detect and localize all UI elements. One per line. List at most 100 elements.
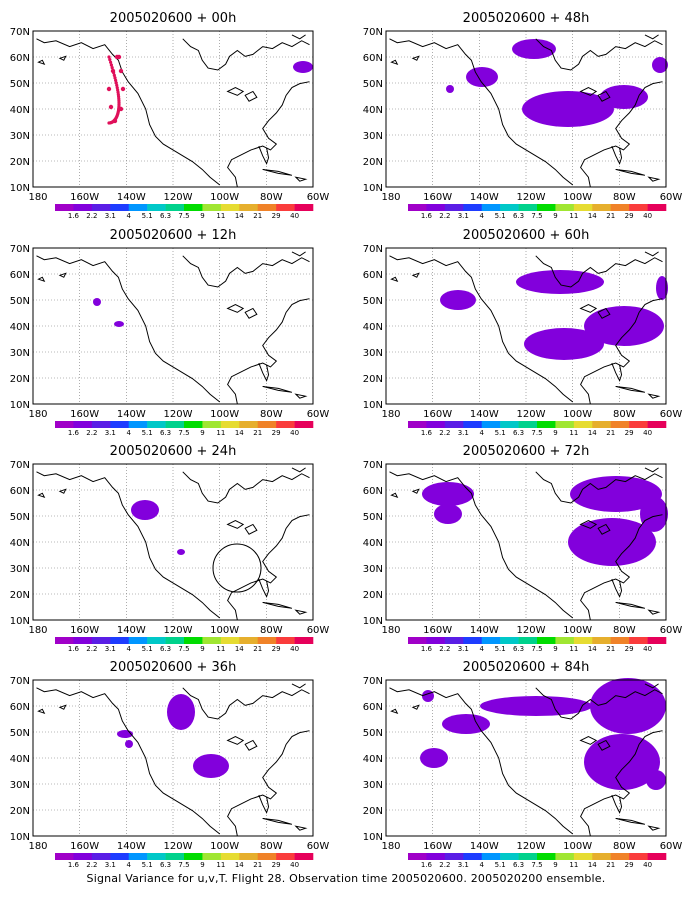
variance-patch	[480, 696, 592, 716]
colorbar-label: 4	[126, 645, 131, 653]
colorbar-swatch	[55, 637, 74, 644]
map-frame	[385, 463, 667, 621]
colorbar-swatch	[408, 637, 427, 644]
colorbar-label: 29	[625, 645, 634, 653]
colorbar-swatch	[73, 637, 93, 644]
colorbar-swatch	[55, 204, 74, 211]
lat-tick-label: 70N	[363, 676, 383, 687]
colorbar-label: 21	[606, 645, 615, 653]
colorbar-label: 11	[569, 212, 578, 220]
colorbar-swatch	[444, 853, 464, 860]
colorbar-label: 21	[253, 861, 262, 869]
colorbar-swatch	[629, 853, 648, 860]
lat-tick-label: 30N	[10, 564, 30, 575]
variance-patch	[193, 754, 229, 778]
colorbar-swatch	[110, 853, 130, 860]
colorbar-label: 3.1	[458, 212, 469, 220]
lat-tick-label: 20N	[10, 374, 30, 385]
flight-track-point	[108, 104, 114, 110]
lon-tick-label: 80W	[260, 409, 283, 420]
colorbar-swatch	[147, 204, 166, 211]
lon-tick-label: 100W	[210, 841, 239, 852]
lat-tick-label: 40N	[363, 754, 383, 765]
lon-tick-label: 140W	[117, 192, 146, 203]
lon-tick-label: 140W	[117, 625, 146, 636]
lon-tick-label: 80W	[613, 841, 636, 852]
colorbar-swatch	[647, 853, 667, 860]
colorbar-label: 2.2	[86, 861, 97, 869]
colorbar-swatch	[165, 204, 185, 211]
lon-tick-label: 120W	[164, 841, 193, 852]
colorbar-swatch	[426, 204, 446, 211]
colorbar-label: 21	[253, 212, 262, 220]
lon-tick-label: 60W	[307, 625, 330, 636]
colorbar-label: 40	[290, 429, 299, 437]
colorbar-label: 7.5	[531, 645, 542, 653]
colorbar-swatch	[518, 421, 538, 428]
colorbar-label: 5.1	[142, 212, 153, 220]
lat-tick-label: 20N	[363, 590, 383, 601]
panel-title: 2005020600 + 36h	[110, 660, 237, 675]
lat-tick-label: 70N	[10, 27, 30, 38]
colorbar-swatch	[110, 637, 130, 644]
lat-tick-label: 60N	[10, 53, 30, 64]
colorbar-swatch	[481, 637, 501, 644]
colorbar-label: 11	[216, 429, 225, 437]
colorbar-swatch	[537, 637, 556, 644]
lon-tick-label: 120W	[164, 192, 193, 203]
colorbar-swatch	[91, 637, 111, 644]
lat-tick-label: 20N	[10, 157, 30, 168]
lon-tick-label: 80W	[260, 192, 283, 203]
colorbar-label: 9	[200, 212, 204, 220]
colorbar-label: 4	[479, 212, 484, 220]
variance-patch	[656, 276, 668, 300]
colorbar-label: 2.2	[86, 429, 97, 437]
colorbar-swatch	[239, 421, 259, 428]
variance-patch	[466, 67, 498, 87]
colorbar-swatch	[444, 637, 464, 644]
lon-tick-label: 140W	[117, 841, 146, 852]
lon-tick-label: 180	[381, 409, 400, 420]
colorbar-label: 40	[643, 212, 652, 220]
colorbar-swatch	[276, 204, 295, 211]
colorbar-swatch	[294, 421, 314, 428]
colorbar-label: 6.3	[513, 645, 524, 653]
colorbar-label: 4	[479, 429, 484, 437]
lon-tick-label: 140W	[470, 192, 499, 203]
colorbar-swatch	[500, 421, 519, 428]
colorbar-label: 6.3	[513, 861, 524, 869]
lon-tick-label: 60W	[307, 841, 330, 852]
colorbar-label: 21	[253, 645, 262, 653]
lon-tick-label: 180	[381, 192, 400, 203]
lon-tick-label: 180	[28, 192, 47, 203]
variance-patch	[422, 482, 474, 506]
colorbar-label: 14	[235, 861, 244, 869]
variance-patch	[652, 57, 668, 73]
colorbar-swatch	[592, 204, 612, 211]
variance-patch	[440, 290, 476, 310]
colorbar-swatch	[537, 204, 556, 211]
colorbar-swatch	[220, 853, 240, 860]
variance-patch	[568, 518, 656, 566]
variance-patch	[93, 298, 101, 306]
colorbar-label: 5.1	[495, 429, 506, 437]
lon-tick-label: 100W	[210, 192, 239, 203]
colorbar-swatch	[257, 853, 277, 860]
colorbar-label: 9	[553, 861, 557, 869]
flight-track-point	[111, 68, 115, 72]
colorbar-label: 7.5	[531, 212, 542, 220]
variance-patch	[640, 496, 668, 532]
colorbar-swatch	[518, 204, 538, 211]
lon-tick-label: 80W	[260, 625, 283, 636]
colorbar-label: 7.5	[178, 861, 189, 869]
lon-tick-label: 60W	[660, 192, 683, 203]
lat-tick-label: 50N	[363, 79, 383, 90]
lat-tick-label: 30N	[363, 564, 383, 575]
colorbar-swatch	[55, 853, 74, 860]
lon-tick-label: 120W	[517, 192, 546, 203]
colorbar-label: 1.6	[421, 861, 433, 869]
lon-tick-label: 80W	[613, 409, 636, 420]
map-frame	[385, 30, 667, 188]
colorbar-swatch	[408, 421, 427, 428]
colorbar-label: 29	[625, 212, 634, 220]
